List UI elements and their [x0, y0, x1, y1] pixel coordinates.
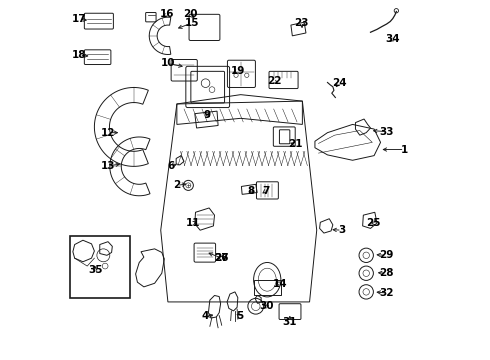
Text: 1: 1 [401, 144, 408, 154]
Text: 19: 19 [231, 66, 245, 76]
Text: 3: 3 [338, 225, 345, 235]
Text: 13: 13 [101, 161, 115, 171]
Text: 20: 20 [183, 9, 198, 19]
Text: 16: 16 [160, 9, 174, 19]
Bar [70, 235, 130, 298]
Text: 21: 21 [288, 139, 302, 149]
Text: 15: 15 [185, 18, 199, 28]
Text: 24: 24 [332, 78, 346, 88]
Text: 35: 35 [88, 265, 102, 275]
Text: 25: 25 [366, 218, 381, 228]
Text: 31: 31 [283, 317, 297, 327]
Text: 11: 11 [186, 218, 200, 228]
Text: 28: 28 [379, 268, 394, 278]
Text: 14: 14 [273, 279, 288, 289]
Text: 4: 4 [202, 311, 209, 321]
Text: 9: 9 [204, 110, 211, 120]
Text: 22: 22 [267, 76, 282, 86]
Text: 29: 29 [379, 250, 394, 260]
Text: 6: 6 [168, 161, 175, 171]
Text: 7: 7 [262, 186, 270, 196]
Text: 23: 23 [294, 18, 309, 28]
Text: 30: 30 [259, 301, 274, 311]
Text: 5: 5 [236, 311, 243, 321]
Text: 8: 8 [248, 186, 255, 196]
Text: 2: 2 [173, 180, 180, 190]
Text: 12: 12 [101, 128, 115, 138]
Text: 32: 32 [379, 288, 394, 298]
Text: 26: 26 [215, 253, 229, 263]
Text: 34: 34 [386, 35, 400, 44]
Text: 17: 17 [72, 14, 87, 24]
Text: 27: 27 [215, 253, 229, 263]
Text: 10: 10 [161, 58, 175, 68]
Text: 33: 33 [379, 127, 394, 136]
Text: 18: 18 [72, 50, 87, 60]
